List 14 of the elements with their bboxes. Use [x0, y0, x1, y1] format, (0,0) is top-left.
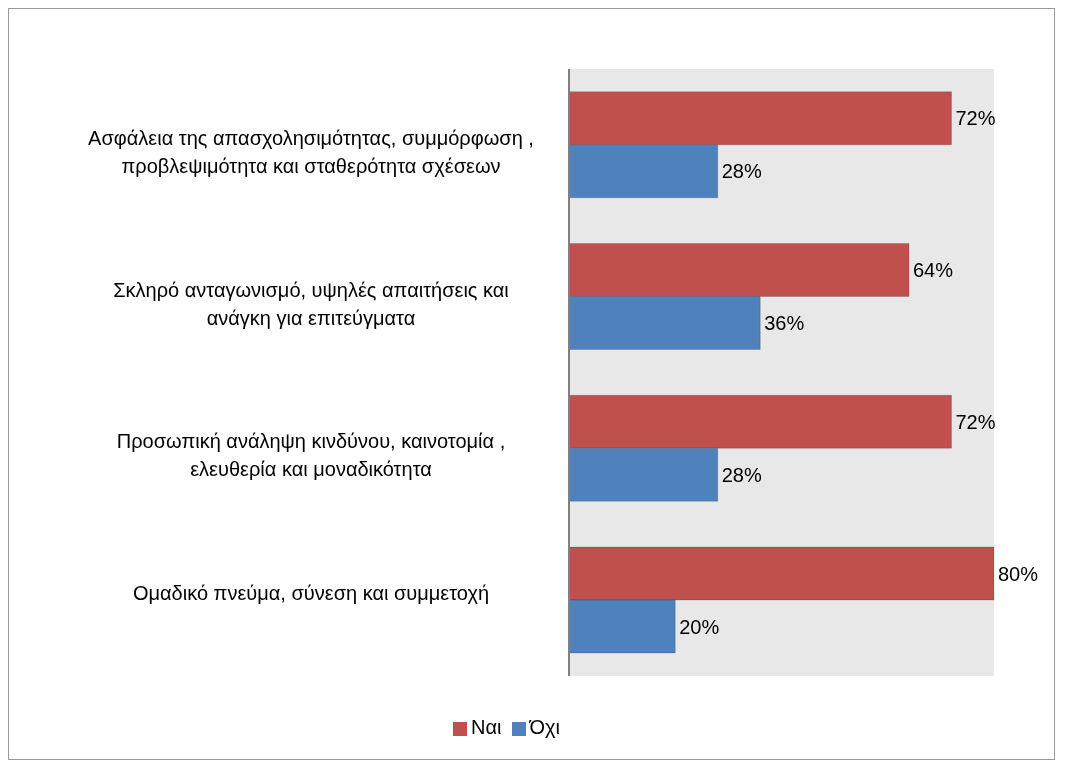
y-tick-label: Σκληρό ανταγωνισμό, υψηλές απαιτήσεις και ανάγκη για επιτεύγματα	[113, 278, 509, 329]
data-label: 64%	[913, 259, 954, 282]
data-label: 28%	[721, 160, 762, 183]
data-label: 20%	[679, 615, 720, 638]
data-label: 72%	[955, 107, 996, 130]
data-label: 72%	[955, 410, 996, 433]
y-tick-label: Ομαδικό πνεύμα, σύνεση και συμμετοχή	[132, 582, 490, 605]
legend-label: Όχι	[529, 716, 560, 738]
data-label: 28%	[721, 463, 762, 486]
data-label: 80%	[998, 562, 1039, 585]
y-tick-label: Προσωπική ανάληψη κινδύνου, καινοτομία , ελευθερία και μοναδικότητα	[116, 430, 506, 481]
data-label: 36%	[764, 312, 805, 335]
y-tick-label: Ασφάλεια της απασχολησιμότητας, συμμόρφωση , προβλεψιμότητα και σταθερότητα σχέσεων	[88, 126, 534, 177]
legend-label: Ναι	[471, 716, 502, 738]
